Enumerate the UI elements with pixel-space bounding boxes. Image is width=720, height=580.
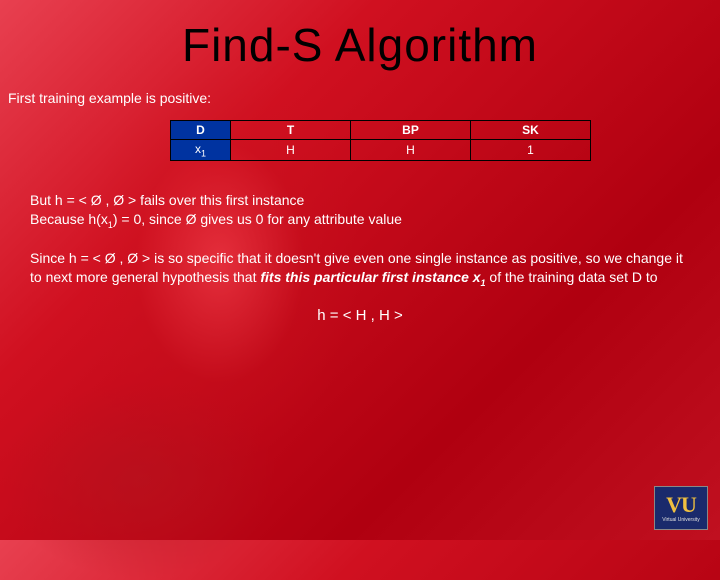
paragraph-2: Since h = < Ø , Ø > is so specific that …: [30, 249, 690, 289]
logo-main-text: VU: [666, 494, 696, 516]
cell-sk: 1: [471, 140, 591, 161]
paragraph-1: But h = < Ø , Ø > fails over this first …: [30, 191, 690, 231]
table-header-row: D T BP SK: [171, 121, 591, 140]
table-data-row: x1 H H 1: [171, 140, 591, 161]
header-bp: BP: [351, 121, 471, 140]
training-example-table: D T BP SK x1 H H 1: [170, 120, 591, 161]
hypothesis-result: h = < H , H >: [30, 307, 690, 324]
header-t: T: [231, 121, 351, 140]
subtitle-text: First training example is positive:: [8, 90, 690, 106]
header-d: D: [171, 121, 231, 140]
slide-title: Find-S Algorithm: [30, 18, 690, 72]
header-sk: SK: [471, 121, 591, 140]
cell-bp: H: [351, 140, 471, 161]
cell-t: H: [231, 140, 351, 161]
vu-logo: VU Virtual University: [654, 486, 708, 530]
cell-x1: x1: [171, 140, 231, 161]
logo-sub-text: Virtual University: [662, 518, 699, 523]
